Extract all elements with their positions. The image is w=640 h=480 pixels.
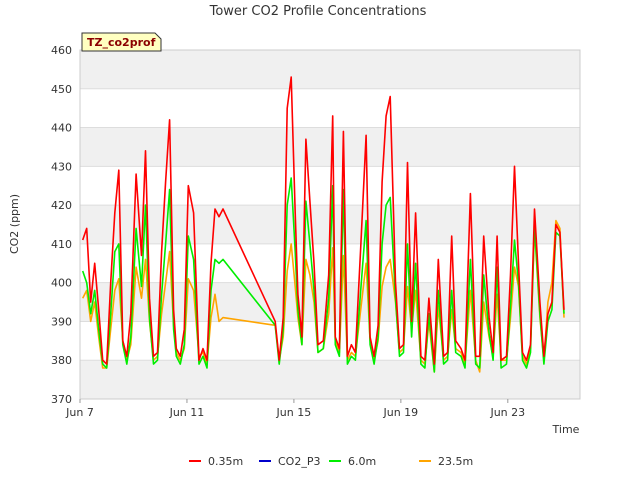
series-layer [81,76,565,373]
band-370 [80,360,580,399]
legend-label: 6.0m [348,455,376,468]
chart-title: Tower CO2 Profile Concentrations [209,4,427,19]
y-tick-label: 460 [51,44,72,57]
legend-label: 23.5m [438,455,473,468]
x-tick-label: Jun 15 [276,406,312,419]
band-430 [80,127,580,167]
x-tick-label: Jun 19 [383,406,419,419]
y-tick-label: 370 [51,393,72,406]
legend-item: CO2_P3 [259,455,320,468]
x-tick-label: Jun 7 [65,406,94,419]
legend-item: 0.35m [189,455,243,468]
legend-item: 23.5m [419,455,473,468]
y-tick-label: 400 [51,277,72,290]
y-tick-label: 380 [51,354,72,367]
y-tick-label: 430 [51,160,72,173]
legend-label: CO2_P3 [278,455,320,468]
y-tick-label: 450 [51,83,72,96]
plot-frame [79,49,581,400]
site-badge-label: TZ_co2prof [87,36,156,49]
y-tick-label: 440 [51,122,72,135]
y-axis-ticks: 370 380 390 400 410 420 430 440 450 460 [51,44,72,406]
x-axis-label: Time [552,423,580,436]
legend-item: 6.0m [329,455,376,468]
y-tick-label: 420 [51,199,72,212]
band-450 [80,50,580,89]
x-axis-ticks: Jun 7 Jun 11 Jun 15 Jun 19 Jun 23 [65,399,525,419]
x-tick-label: Jun 11 [169,406,205,419]
legend: 0.35m CO2_P3 6.0m 23.5m [189,455,473,468]
legend-label: 0.35m [208,455,243,468]
y-tick-label: 390 [51,315,72,328]
y-tick-label: 410 [51,238,72,251]
x-tick-label: Jun 23 [489,406,525,419]
series-line-0-35m [81,76,565,365]
site-badge: TZ_co2prof [81,32,162,52]
y-axis-label: CO2 (ppm) [8,194,21,254]
